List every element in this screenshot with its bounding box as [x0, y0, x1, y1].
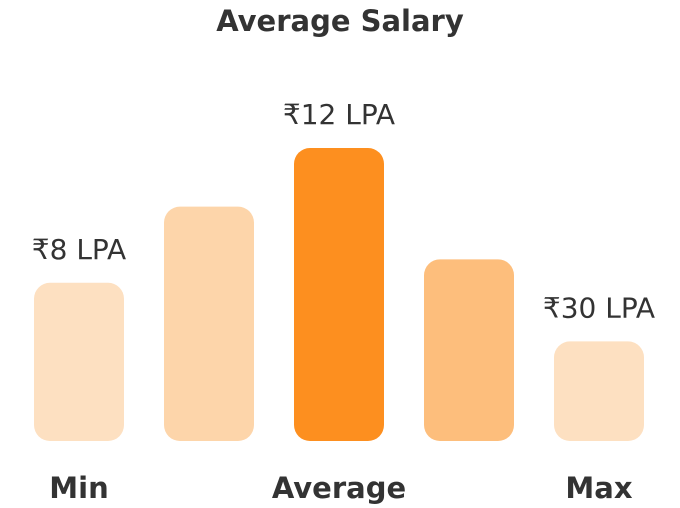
value-label-2: ₹12 LPA	[283, 98, 395, 131]
bar-2	[294, 148, 384, 441]
bar-3	[424, 259, 514, 441]
bar-0	[34, 282, 124, 441]
value-label-0: ₹8 LPA	[32, 233, 126, 266]
category-label-2: Average	[272, 471, 406, 505]
category-label-4: Max	[565, 471, 632, 505]
bar-4	[554, 341, 644, 441]
category-label-0: Min	[49, 471, 108, 505]
bar-1	[164, 206, 254, 441]
chart-title: Average Salary	[216, 4, 464, 38]
value-label-4: ₹30 LPA	[543, 291, 655, 324]
